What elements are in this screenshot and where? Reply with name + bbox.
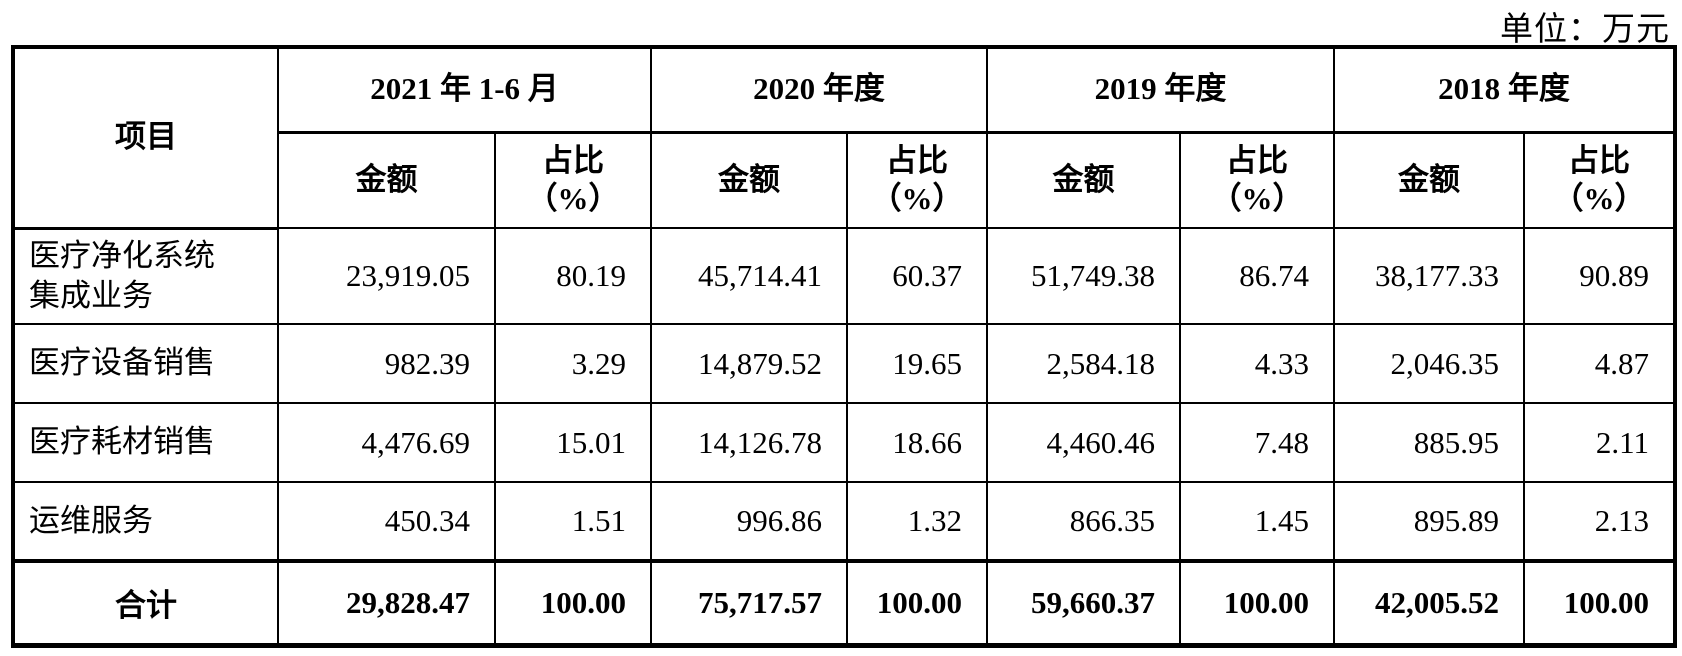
header-row-years: 项目 2021 年 1-6 月 2020 年度 2019 年度 2018 年度 xyxy=(12,46,1677,230)
unit-label: 单位：万元 xyxy=(1500,12,1670,48)
cell-ratio: 1.32 xyxy=(846,481,989,562)
cell-ratio: 15.01 xyxy=(493,402,653,483)
cell-amount: 895.89 xyxy=(1333,481,1526,562)
header-ratio-2021h1: 占比 （%） xyxy=(493,131,653,229)
cell-ratio: 60.37 xyxy=(846,227,989,325)
header-ratio-2018: 占比 （%） xyxy=(1523,131,1677,229)
total-ratio: 100.00 xyxy=(846,559,989,646)
table-row-operation-maintenance: 运维服务 450.34 1.51 996.86 1.32 866.35 1.45… xyxy=(12,481,1677,562)
header-amount-2021h1: 金额 xyxy=(277,131,496,229)
total-label: 合计 xyxy=(12,559,279,646)
cell-ratio: 7.48 xyxy=(1179,402,1336,483)
revenue-breakdown-table: 项目 2021 年 1-6 月 2020 年度 2019 年度 2018 年度 … xyxy=(11,45,1678,648)
table-row-total: 合计 29,828.47 100.00 75,717.57 100.00 59,… xyxy=(12,559,1677,646)
cell-amount: 982.39 xyxy=(277,323,496,404)
cell-ratio: 90.89 xyxy=(1523,227,1677,325)
table-row-medical-equipment: 医疗设备销售 982.39 3.29 14,879.52 19.65 2,584… xyxy=(12,323,1677,404)
cell-ratio: 86.74 xyxy=(1179,227,1336,325)
header-period-2018: 2018 年度 xyxy=(1333,46,1677,134)
header-amount-2019: 金额 xyxy=(986,131,1182,229)
cell-amount: 2,046.35 xyxy=(1333,323,1526,404)
cell-amount: 14,126.78 xyxy=(650,402,849,483)
cell-ratio: 4.33 xyxy=(1179,323,1336,404)
cell-amount: 14,879.52 xyxy=(650,323,849,404)
header-period-2019: 2019 年度 xyxy=(986,46,1336,134)
cell-amount: 23,919.05 xyxy=(277,227,496,325)
cell-ratio: 2.11 xyxy=(1523,402,1677,483)
header-amount-2020: 金额 xyxy=(650,131,849,229)
cell-amount: 4,460.46 xyxy=(986,402,1182,483)
header-item: 项目 xyxy=(12,46,279,230)
header-period-2020: 2020 年度 xyxy=(650,46,989,134)
cell-amount: 866.35 xyxy=(986,481,1182,562)
cell-ratio: 2.13 xyxy=(1523,481,1677,562)
header-period-2021h1: 2021 年 1-6 月 xyxy=(276,46,653,134)
row-item-label: 医疗耗材销售 xyxy=(12,402,279,483)
header-ratio-2019: 占比 （%） xyxy=(1179,131,1336,229)
row-item-label: 医疗设备销售 xyxy=(12,323,279,404)
cell-amount: 450.34 xyxy=(277,481,496,562)
table-row-medical-consumables: 医疗耗材销售 4,476.69 15.01 14,126.78 18.66 4,… xyxy=(12,402,1677,483)
cell-ratio: 1.45 xyxy=(1179,481,1336,562)
total-amount: 59,660.37 xyxy=(986,559,1182,646)
total-ratio: 100.00 xyxy=(1179,559,1336,646)
cell-ratio: 4.87 xyxy=(1523,323,1677,404)
cell-ratio: 1.51 xyxy=(493,481,653,562)
header-row-measures: 金额 占比 （%） 金额 占比 （%） 金额 占比 （%） 金额 占比 （%） xyxy=(13,131,1677,229)
total-amount: 29,828.47 xyxy=(277,559,496,646)
cell-ratio: 18.66 xyxy=(846,402,989,483)
total-amount: 75,717.57 xyxy=(650,559,849,646)
cell-amount: 4,476.69 xyxy=(277,402,496,483)
cell-amount: 38,177.33 xyxy=(1333,227,1526,325)
cell-ratio: 19.65 xyxy=(846,323,989,404)
cell-amount: 2,584.18 xyxy=(986,323,1182,404)
cell-amount: 45,714.41 xyxy=(650,227,849,325)
total-amount: 42,005.52 xyxy=(1333,559,1526,646)
header-ratio-2020: 占比 （%） xyxy=(846,131,989,229)
cell-amount: 996.86 xyxy=(650,481,849,562)
header-amount-2018: 金额 xyxy=(1333,131,1526,229)
row-item-label: 医疗净化系统 集成业务 xyxy=(12,227,279,325)
cell-ratio: 3.29 xyxy=(493,323,653,404)
total-ratio: 100.00 xyxy=(1523,559,1677,646)
row-item-label: 运维服务 xyxy=(12,481,279,562)
table-row-medical-purification: 医疗净化系统 集成业务 23,919.05 80.19 45,714.41 60… xyxy=(12,227,1677,325)
cell-ratio: 80.19 xyxy=(493,227,653,325)
total-ratio: 100.00 xyxy=(493,559,653,646)
cell-amount: 885.95 xyxy=(1333,402,1526,483)
cell-amount: 51,749.38 xyxy=(986,227,1182,325)
